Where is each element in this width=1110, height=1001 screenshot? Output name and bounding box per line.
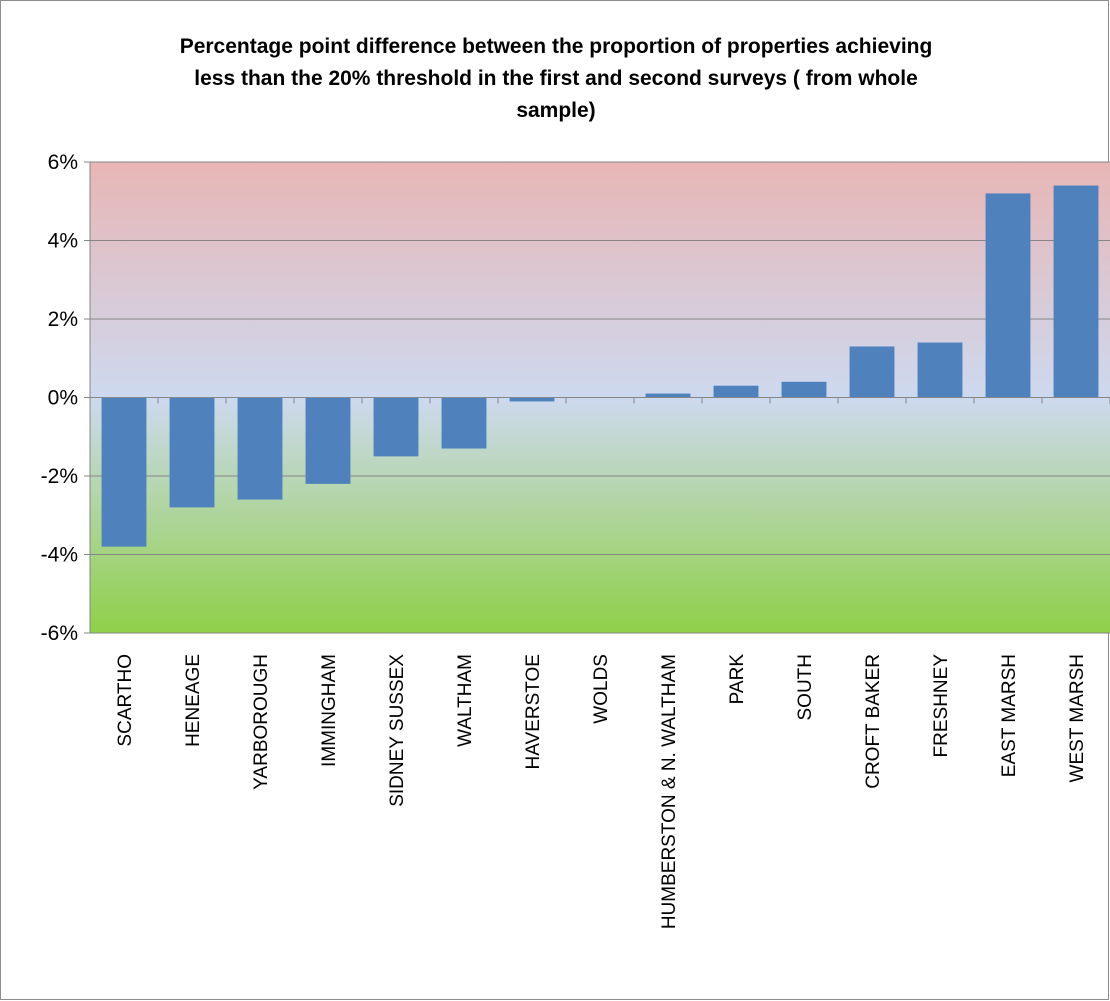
bar <box>169 397 215 508</box>
bars <box>101 185 1099 547</box>
bar <box>101 397 147 547</box>
x-category-labels: SCARTHO HENEAGE YARBOROUGH IMMINGHAM SIDNEY … <box>115 654 1088 929</box>
x-category-label: FRESHNEY <box>931 654 952 758</box>
bar <box>373 397 419 457</box>
y-tick-label: 2% <box>48 308 78 331</box>
x-category-label: SIDNEY SUSSEX <box>387 654 408 807</box>
x-category-label: EAST MARSH <box>999 654 1020 777</box>
bar <box>849 346 895 398</box>
bar <box>441 397 487 449</box>
bar <box>237 397 283 500</box>
y-tick-labels: 6% 4% 2% 0% -2% -4% -6% <box>41 151 78 645</box>
chart-title-line: sample) <box>516 99 595 122</box>
x-category-label: SCARTHO <box>115 654 136 747</box>
y-tick-label: 4% <box>48 230 78 253</box>
x-category-label: HENEAGE <box>183 654 204 747</box>
x-category-label: YARBOROUGH <box>251 654 272 790</box>
y-tick-label: 6% <box>48 151 78 174</box>
x-category-label: PARK <box>727 654 748 705</box>
bar <box>645 393 691 398</box>
chart-title-line: Percentage point difference between the … <box>180 35 933 58</box>
x-category-label: IMMINGHAM <box>319 654 340 767</box>
chart-title: Percentage point difference between the … <box>180 35 933 122</box>
x-category-label: SOUTH <box>795 654 816 721</box>
y-tick-label: -6% <box>41 622 78 645</box>
x-category-label: WOLDS <box>591 654 612 724</box>
bar <box>917 342 963 398</box>
bar <box>713 385 759 398</box>
y-tick-label: -2% <box>41 465 78 488</box>
x-category-label: HAVERSTOE <box>523 654 544 769</box>
bar <box>509 397 555 402</box>
bar <box>305 397 351 484</box>
y-tick-label: -4% <box>41 544 78 567</box>
bar <box>1053 185 1099 398</box>
chart-title-line: less than the 20% threshold in the first… <box>194 67 918 90</box>
x-category-label: WALTHAM <box>455 654 476 747</box>
axes <box>84 161 1110 634</box>
y-tick-label: 0% <box>48 387 78 410</box>
x-category-label: HUMBERSTON & N. WALTHAM <box>659 654 680 929</box>
bar <box>985 193 1031 398</box>
x-category-label: CROFT BAKER <box>863 654 884 789</box>
x-category-label: WEST MARSH <box>1067 654 1088 782</box>
bar <box>781 381 827 398</box>
